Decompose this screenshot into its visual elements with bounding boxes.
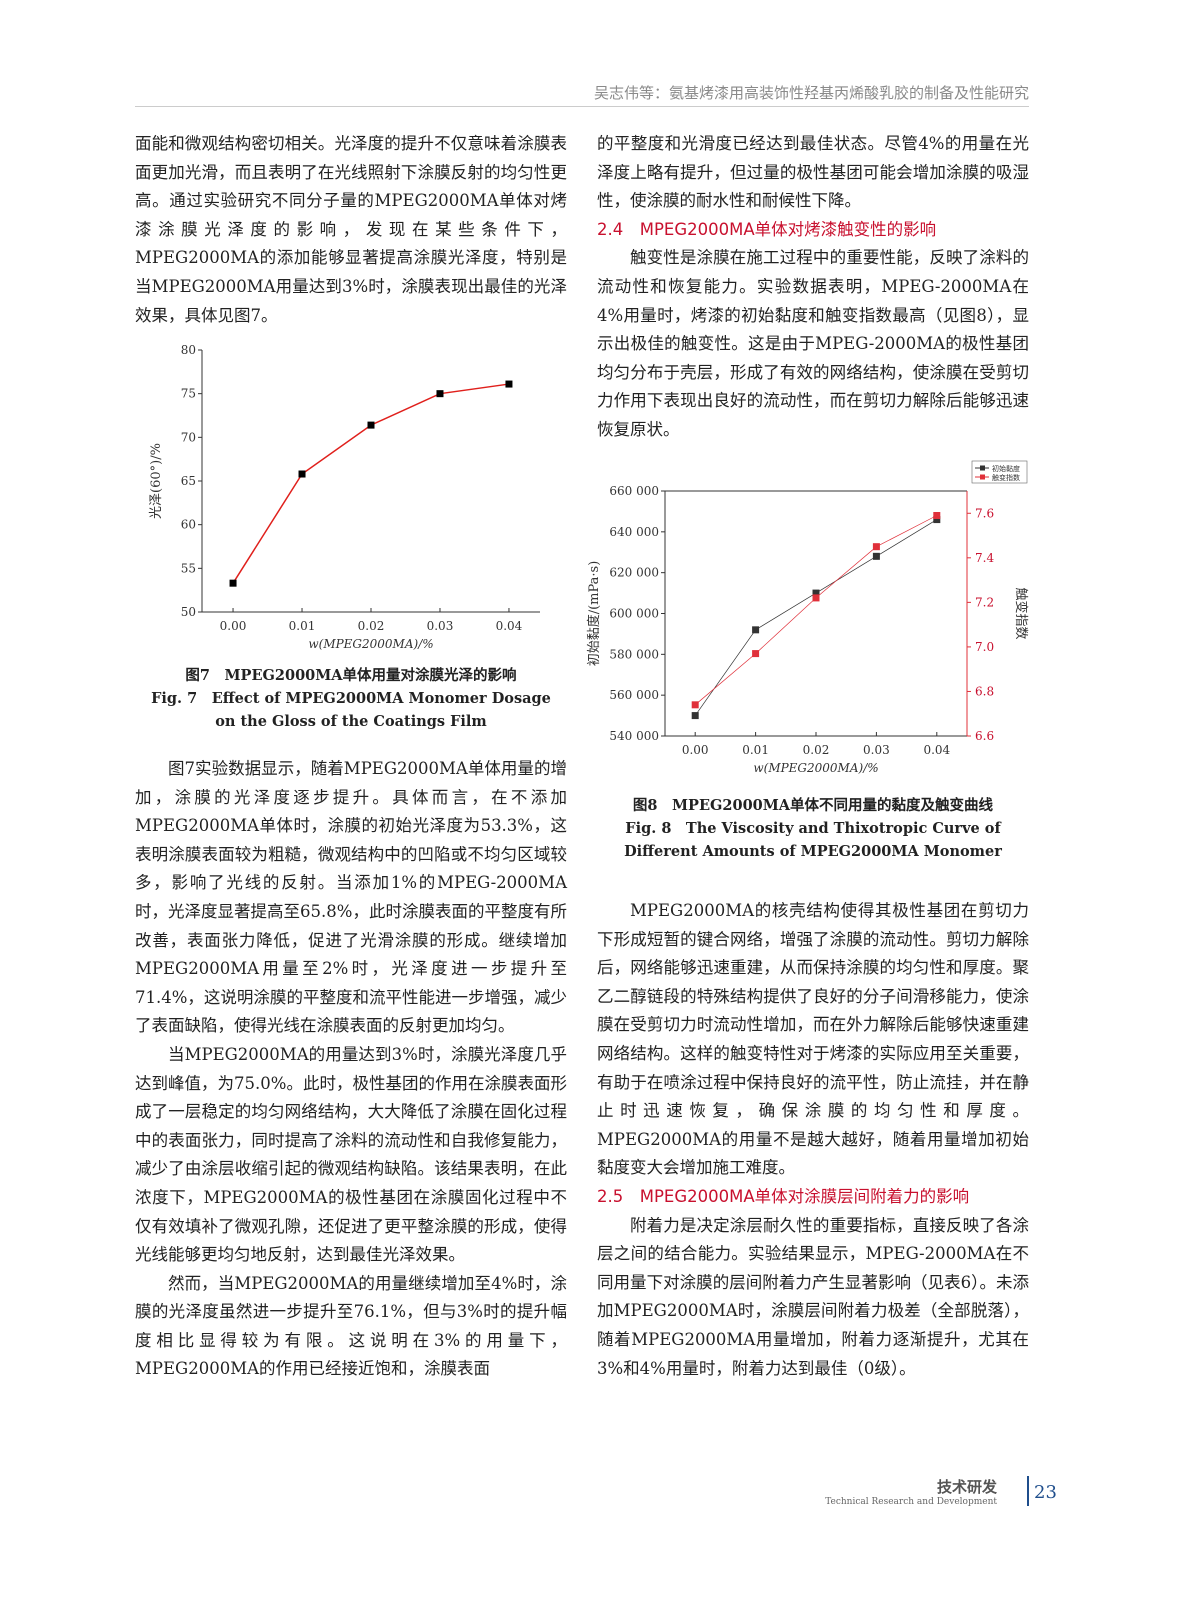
footer-divider xyxy=(1027,1476,1029,1506)
paragraph: 然而，当MPEG2000MA的用量继续增加至4%时，涂膜的光泽度虽然进一步提升至… xyxy=(135,1273,567,1379)
y-axis-label: 初始黏度/(mPa·s) xyxy=(586,561,602,667)
x-tick-label: 0.00 xyxy=(220,619,247,633)
legend-marker xyxy=(980,465,985,471)
y2-tick-label: 7.6 xyxy=(975,506,994,520)
data-point xyxy=(691,701,699,709)
legend-marker xyxy=(980,474,985,480)
data-point xyxy=(752,650,760,658)
x-tick-label: 0.03 xyxy=(427,619,454,633)
y-tick-label: 540 000 xyxy=(609,729,659,743)
figure-7-caption: 图7 MPEG2000MA单体用量对涂膜光泽的影响 Fig. 7 Effect … xyxy=(135,664,567,733)
y2-axis-label: 触变指数 xyxy=(1013,587,1029,639)
y-tick-label: 620 000 xyxy=(609,566,659,580)
data-point xyxy=(872,552,880,560)
page-number: 23 xyxy=(1034,1482,1057,1503)
data-point xyxy=(812,589,820,597)
data-point xyxy=(298,470,306,478)
y2-tick-label: 6.6 xyxy=(975,729,994,743)
paragraph: 触变性是涂膜在施工过程中的重要性能，反映了涂料的流动性和恢复能力。实验数据表明，… xyxy=(597,248,1029,439)
x-tick-label: 0.02 xyxy=(358,619,385,633)
footer-section-en: Technical Research and Development xyxy=(825,1497,997,1507)
series-line xyxy=(232,383,510,584)
data-point xyxy=(812,594,820,602)
section-heading-2-5: 2.5 MPEG2000MA单体对涂膜层间附着力的影响 xyxy=(597,1186,970,1206)
y-tick-label: 65 xyxy=(181,474,196,488)
y2-tick-label: 6.8 xyxy=(975,684,994,698)
caption-en: Fig. 7 Effect of MPEG2000MA Monomer Dosa… xyxy=(151,690,551,730)
x-axis-label: w(MPEG2000MA)/% xyxy=(308,637,433,651)
caption-cn: 图8 MPEG2000MA单体不同用量的黏度及触变曲线 xyxy=(632,797,994,814)
y-tick-label: 70 xyxy=(181,430,196,444)
data-point xyxy=(229,579,237,587)
data-point xyxy=(505,380,513,388)
y-tick-label: 640 000 xyxy=(609,525,659,539)
y-axis-label: 光泽(60°)/% xyxy=(149,443,164,519)
data-point xyxy=(436,390,444,398)
legend-label: 触变指数 xyxy=(992,473,1020,482)
paragraph: 当MPEG2000MA的用量达到3%时，涂膜光泽度几乎达到峰值，为75.0%。此… xyxy=(135,1044,567,1265)
x-axis-label: w(MPEG2000MA)/% xyxy=(753,761,878,775)
x-tick-label: 0.01 xyxy=(289,619,316,633)
y-tick-label: 55 xyxy=(181,561,196,575)
y-tick-label: 560 000 xyxy=(609,688,659,702)
x-tick-label: 0.03 xyxy=(863,743,890,757)
x-tick-label: 0.00 xyxy=(682,743,709,757)
y-tick-label: 80 xyxy=(181,343,196,357)
data-point xyxy=(752,626,760,634)
data-point xyxy=(872,543,880,551)
x-tick-label: 0.04 xyxy=(923,743,950,757)
legend-label: 初始黏度 xyxy=(992,464,1020,473)
x-tick-label: 0.04 xyxy=(496,619,523,633)
left-column: 面能和微观结构密切相关。光泽度的提升不仅意味着涂膜表面更加光滑，而且表明了在光线… xyxy=(135,130,567,330)
footer-section: 技术研发 Technical Research and Development xyxy=(825,1476,997,1507)
y-tick-label: 75 xyxy=(181,387,196,401)
right-column: 的平整度和光滑度已经达到最佳状态。尽管4%的用量在光泽度上略有提升，但过量的极性… xyxy=(597,130,1029,445)
y-tick-label: 580 000 xyxy=(609,647,659,661)
data-point xyxy=(691,712,699,720)
y-tick-label: 50 xyxy=(181,605,196,619)
left-column-body: 图7实验数据显示，随着MPEG2000MA单体用量的增加，涂膜的光泽度逐步提升。… xyxy=(135,755,567,1384)
y2-tick-label: 7.4 xyxy=(975,551,994,565)
figure-7-chart: 0.00 0.01 0.02 0.03 0.04 50 55 60 65 70 75 80 w(MPEG… xyxy=(149,343,540,651)
section-heading-2-4: 2.4 MPEG2000MA单体对烤漆触变性的影响 xyxy=(597,219,937,239)
y2-tick-label: 7.2 xyxy=(975,595,994,609)
running-header: 吴志伟等：氨基烤漆用高装饰性羟基丙烯酸乳胶的制备及性能研究 xyxy=(593,84,1029,102)
x-tick-label: 0.01 xyxy=(742,743,769,757)
paragraph: 面能和微观结构密切相关。光泽度的提升不仅意味着涂膜表面更加光滑，而且表明了在光线… xyxy=(135,134,567,325)
paragraph: MPEG2000MA的核壳结构使得其极性基团在剪切力下形成短暂的键合网络，增强了… xyxy=(597,901,1029,1178)
paragraph: 的平整度和光滑度已经达到最佳状态。尽管4%的用量在光泽度上略有提升，但过量的极性… xyxy=(597,134,1029,211)
right-column-body: MPEG2000MA的核壳结构使得其极性基团在剪切力下形成短暂的键合网络，增强了… xyxy=(597,897,1029,1383)
paragraph: 附着力是决定涂层耐久性的重要指标，直接反映了各涂层之间的结合能力。实验结果显示，… xyxy=(597,1215,1029,1378)
y2-tick-label: 7.0 xyxy=(975,640,994,654)
paragraph: 图7实验数据显示，随着MPEG2000MA单体用量的增加，涂膜的光泽度逐步提升。… xyxy=(135,759,567,1036)
figure-8-caption: 图8 MPEG2000MA单体不同用量的黏度及触变曲线 Fig. 8 The V… xyxy=(597,794,1029,863)
y-tick-label: 60 xyxy=(181,518,196,532)
caption-cn: 图7 MPEG2000MA单体用量对涂膜光泽的影响 xyxy=(185,667,517,684)
footer-section-cn: 技术研发 xyxy=(936,1478,997,1496)
caption-en: Fig. 8 The Viscosity and Thixotropic Cur… xyxy=(624,820,1002,860)
x-tick-label: 0.02 xyxy=(803,743,830,757)
series-line xyxy=(694,515,937,706)
figure-8-chart: 0.00 0.01 0.02 0.03 0.04 540 000 560 000 580 00… xyxy=(586,460,1029,775)
y-tick-label: 660 000 xyxy=(609,484,659,498)
data-point xyxy=(933,512,941,519)
series-line xyxy=(694,519,937,716)
data-point xyxy=(367,421,375,429)
y-tick-label: 600 000 xyxy=(609,607,659,621)
data-point xyxy=(933,516,941,524)
header-divider xyxy=(135,106,1029,107)
